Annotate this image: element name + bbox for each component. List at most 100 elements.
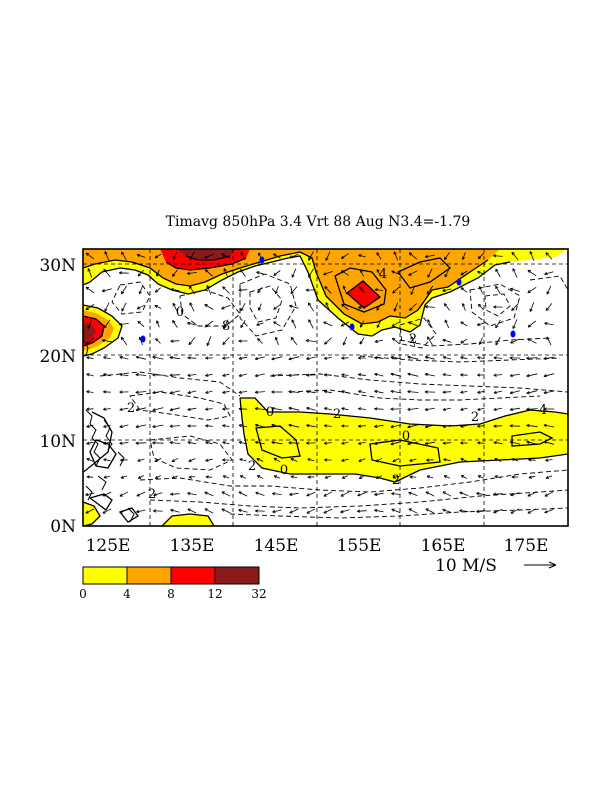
wind-vector: [169, 374, 181, 376]
wind-vector-head: [103, 407, 107, 411]
wind-vector-head: [85, 286, 90, 290]
wind-vector: [476, 492, 486, 496]
wind-vector: [86, 337, 94, 345]
wind-vector: [103, 424, 111, 428]
lon-label: 135E: [170, 536, 215, 556]
wind-vector: [460, 424, 468, 428]
wind-vector: [341, 458, 349, 462]
wind-vector: [120, 475, 128, 479]
wind-vector-head: [222, 373, 226, 377]
wind-vector-head: [85, 492, 89, 497]
wind-vector: [308, 319, 314, 329]
wind-vector-head: [223, 268, 227, 272]
wind-vector: [86, 373, 94, 377]
wind-vector-head: [271, 406, 275, 411]
wind-vector: [393, 251, 399, 261]
wind-vector-head: [289, 304, 293, 309]
wind-vector-head: [256, 322, 260, 326]
wind-vector-head: [288, 406, 292, 411]
wind-vector-head: [258, 252, 262, 256]
wind-vector: [459, 491, 469, 497]
colorbar-box: [127, 567, 171, 584]
wind-vector-head: [476, 492, 480, 496]
wind-vector-head: [408, 252, 413, 256]
wind-vector-head: [340, 510, 344, 514]
wind-vector-head: [103, 458, 107, 462]
wind-vector: [543, 424, 555, 428]
wind-vector-head: [307, 302, 312, 306]
wind-vector: [512, 268, 518, 278]
wind-vector: [238, 373, 248, 377]
wind-vector: [205, 476, 213, 478]
wind-vector-head: [221, 253, 225, 257]
wind-vector: [376, 320, 382, 328]
wind-vector: [442, 424, 452, 428]
wind-vector-head: [188, 341, 192, 346]
wind-vector: [495, 319, 501, 329]
contour-label: 0: [402, 429, 410, 444]
wind-vector-head: [392, 458, 396, 462]
wind-vector-head: [424, 441, 429, 445]
wind-vector: [273, 457, 281, 463]
wind-vector: [103, 356, 111, 360]
wind-vector-head: [152, 408, 156, 412]
wind-vector-head: [342, 342, 346, 346]
wind-vector-head: [543, 356, 547, 361]
wind-vector: [205, 458, 213, 462]
wind-vector-head: [170, 288, 174, 292]
colorbar-tick-label: 12: [207, 587, 222, 601]
wind-vector: [493, 508, 503, 514]
wind-vector-head: [101, 338, 106, 343]
wind-vector: [460, 407, 468, 411]
wind-vector-head: [510, 287, 514, 291]
wind-vector: [477, 253, 485, 259]
wind-vector-head: [103, 441, 107, 445]
wind-vector-head: [290, 336, 294, 341]
wind-vector-head: [493, 390, 497, 394]
wind-vector-head: [258, 307, 262, 311]
wind-vector: [119, 373, 129, 377]
wind-vector: [187, 357, 197, 359]
wind-vector: [137, 304, 145, 310]
wind-vector-head: [374, 288, 378, 292]
wind-vector-head: [374, 424, 378, 428]
wind-vector: [136, 254, 146, 258]
wind-vector: [342, 475, 348, 479]
wind-vector-head: [119, 271, 123, 275]
wind-vector: [358, 425, 366, 427]
wind-vector-head: [101, 289, 106, 293]
wind-vector: [460, 321, 468, 327]
wind-vector: [86, 424, 94, 428]
wind-vector: [222, 425, 230, 427]
wind-vector: [102, 288, 112, 292]
wind-vector: [410, 336, 416, 346]
wind-vector: [324, 337, 332, 345]
wind-vector: [545, 252, 553, 260]
wind-vector: [137, 269, 145, 277]
wind-vector-head: [204, 324, 209, 328]
wind-vector: [510, 492, 520, 496]
wind-vector: [494, 475, 502, 479]
wind-vector-head: [172, 256, 176, 261]
wind-vector-head: [477, 270, 481, 274]
wind-vector-head: [119, 373, 123, 377]
wind-vector-head: [493, 356, 497, 360]
wind-vector-head: [221, 306, 225, 310]
wind-vector: [103, 458, 111, 462]
wind-vector: [240, 320, 246, 328]
wind-vector: [153, 492, 163, 496]
wind-vector-head: [323, 493, 327, 497]
wind-vector-head: [527, 289, 531, 294]
wind-vector-head: [511, 251, 515, 256]
wind-vector: [135, 374, 147, 376]
wind-vector-head: [424, 254, 429, 259]
wind-vector-head: [273, 306, 277, 310]
wind-vector: [103, 319, 111, 329]
wind-vector: [85, 492, 95, 496]
wind-vector-head: [374, 441, 378, 446]
wind-vector: [442, 288, 452, 292]
wind-vector-head: [135, 355, 139, 360]
wind-vector: [255, 391, 265, 393]
wind-vector-head: [306, 373, 310, 377]
wind-vector-head: [85, 252, 90, 256]
